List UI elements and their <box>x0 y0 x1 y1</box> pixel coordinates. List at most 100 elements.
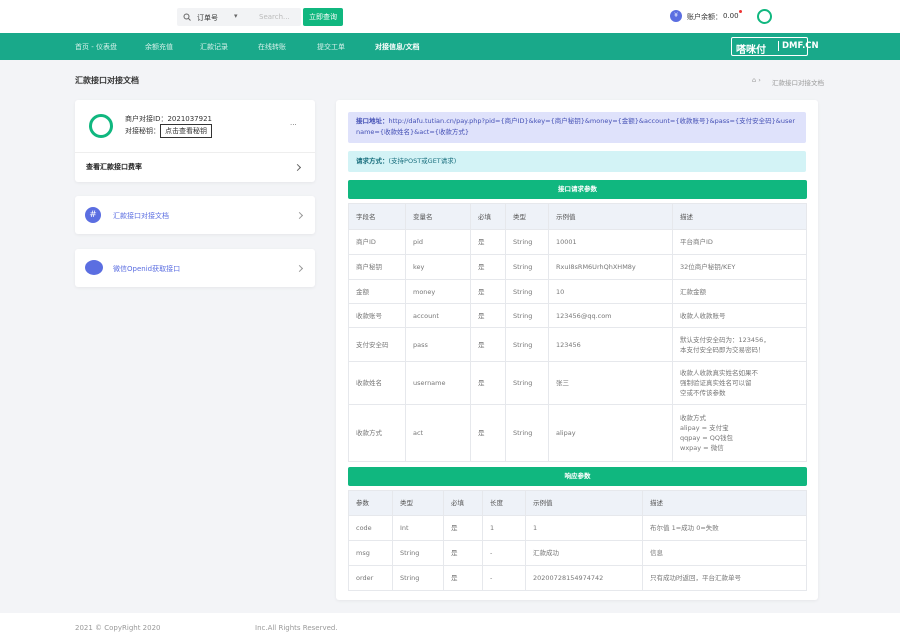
chevron <box>293 163 302 172</box>
cell: 只有成功时返回，平台汇款单号 <box>642 565 807 591</box>
cell: 是 <box>470 327 506 362</box>
nav-item[interactable]: 对接信息/文档 <box>375 43 420 51</box>
response-section: 响应参数 参数 类型 必填 长度 示例值 描述 code Int 是 1 1 布尔值 1=成功 0=失败… <box>348 467 807 591</box>
cell-line: 空或不传该参数 <box>680 389 726 397</box>
content-card: 接口地址：http://dafu.tutian.cn/pay.php?pid={… <box>336 100 818 600</box>
cell: msg <box>348 540 393 566</box>
rights: Inc.All Rights Reserved. <box>255 624 338 632</box>
topbar: 订单号 ▾ Search... 立即查询 ¥ 账户余额： 0.00 <box>0 0 900 33</box>
cell: Int <box>392 515 444 541</box>
row: 商户秘钥 key 是 String RxuI8sRM6UrhQhXHM8y 32位商户秘钥… <box>348 254 807 280</box>
column-header: 长度 <box>482 490 526 516</box>
openid-card[interactable]: 微信Openid获取接口 <box>75 249 315 287</box>
cell-line: 默认支付安全码为：123456， <box>680 335 770 344</box>
api-url-label: 接口地址： <box>356 117 389 125</box>
cell: 1 <box>525 515 643 541</box>
cell: order <box>348 565 393 591</box>
cell: 是 <box>470 229 506 255</box>
cell: 收款姓名 <box>348 361 406 405</box>
column-header: 必填 <box>470 203 506 230</box>
logo: 嗒咪付 DMF.CN <box>731 37 819 56</box>
logo-domain: DMF.CN <box>778 41 819 51</box>
cell: 10001 <box>548 229 673 255</box>
cell: 收款方式 <box>348 404 406 462</box>
row: order String 是 -20200728154974742 只有成功时返回，平台… <box>348 565 807 591</box>
doc-card[interactable]: # 汇款接口对接文档 <box>75 196 315 234</box>
column-header: 字段名 <box>348 203 406 230</box>
cell: String <box>392 540 444 566</box>
cell: 1 <box>482 515 526 541</box>
cell: 123456@qq.com <box>548 303 673 328</box>
cell-line: 收款方式 <box>680 414 706 422</box>
cell: - <box>482 565 526 591</box>
cell: 张三 <box>548 361 673 405</box>
rate-link[interactable]: 查看汇款接口费率 <box>86 163 142 171</box>
cell: String <box>392 565 444 591</box>
cell: String <box>505 254 549 280</box>
cell: 平台商户ID <box>672 229 807 255</box>
caret: ▾ <box>234 12 238 20</box>
cell: 商户秘钥 <box>348 254 406 280</box>
cell-line: wxpay = 微信 <box>680 444 724 452</box>
cell: 收款人收款账号 <box>672 303 807 328</box>
copyright: 2021 © CopyRight 2020 <box>75 624 161 632</box>
more[interactable]: ... <box>290 119 297 127</box>
row: 商户ID pid 是 String 10001 平台商户ID <box>348 229 807 255</box>
cell: 商户ID <box>348 229 406 255</box>
section-title: 响应参数 <box>348 467 807 486</box>
cell: 收款人收款真实姓名如果不 强制验证真实姓名可以留 空或不传该参数 <box>672 361 807 405</box>
method-label: 请求方式： <box>356 157 389 165</box>
search-button[interactable]: 立即查询 <box>303 8 343 26</box>
cell: code <box>348 515 393 541</box>
cell: 汇款成功 <box>525 540 643 566</box>
cell: pid <box>405 229 471 255</box>
search-input[interactable]: Search... <box>259 13 290 21</box>
cell: 20200728154974742 <box>525 565 643 591</box>
cell-line: 本支付安全码即为交易密码！ <box>680 345 765 354</box>
nav-item[interactable]: 首页 - 仪表盘 <box>75 43 117 51</box>
cell: 123456 <box>548 327 673 362</box>
avatar[interactable] <box>757 9 772 24</box>
nav-item[interactable]: 在线转账 <box>258 43 286 51</box>
cell: 是 <box>443 565 483 591</box>
openid-link[interactable]: 微信Openid获取接口 <box>113 265 181 273</box>
merchant-card: 商户对接ID：2021037921 对接秘钥： 点击查看秘钥 ... 查看汇款接… <box>75 100 315 182</box>
cell: money <box>405 279 471 304</box>
cell: 10 <box>548 279 673 304</box>
search-icon <box>183 13 191 21</box>
cell: 是 <box>470 404 506 462</box>
column-header: 示例值 <box>525 490 643 516</box>
balance-icon: ¥ <box>670 10 682 22</box>
nav-item[interactable]: 余额充值 <box>145 43 173 51</box>
nav-item[interactable]: 汇款记录 <box>200 43 228 51</box>
search-field[interactable]: 订单号 <box>197 14 218 22</box>
doc-link[interactable]: 汇款接口对接文档 <box>113 212 169 220</box>
logo-text: 嗒咪付 <box>736 45 766 56</box>
api-url-value: http://dafu.tutian.cn/pay.php?pid={商户ID}… <box>356 117 796 136</box>
cell: act <box>405 404 471 462</box>
cell: 收款账号 <box>348 303 406 328</box>
cell: 汇款金额 <box>672 279 807 304</box>
cell: alipay <box>548 404 673 462</box>
cell: 是 <box>470 254 506 280</box>
search-box[interactable]: 订单号 ▾ Search... <box>177 8 301 26</box>
cell: 32位商户秘钥/KEY <box>672 254 807 280</box>
cell: String <box>505 303 549 328</box>
header-row: 参数 类型 必填 长度 示例值 描述 <box>348 490 807 516</box>
column-header: 变量名 <box>405 203 471 230</box>
method-value: (支持POST或GET请求) <box>388 157 457 165</box>
doc-icon: # <box>85 207 101 223</box>
column-header: 描述 <box>642 490 807 516</box>
chevron <box>295 211 304 220</box>
key-button[interactable]: 点击查看秘钥 <box>160 124 212 138</box>
breadcrumb-current: 汇款接口对接文档 <box>772 79 824 87</box>
cell-line: 收款人收款真实姓名如果不 <box>680 369 758 377</box>
cell-line: qqpay = QQ钱包 <box>680 434 734 442</box>
cell-line: 强制验证真实姓名可以留 <box>680 379 752 387</box>
breadcrumb-home[interactable]: ⌂ › <box>752 76 761 84</box>
nav-item[interactable]: 提交工单 <box>317 43 345 51</box>
cell: 金额 <box>348 279 406 304</box>
cell: String <box>505 279 549 304</box>
method: 请求方式：(支持POST或GET请求) <box>348 151 806 172</box>
